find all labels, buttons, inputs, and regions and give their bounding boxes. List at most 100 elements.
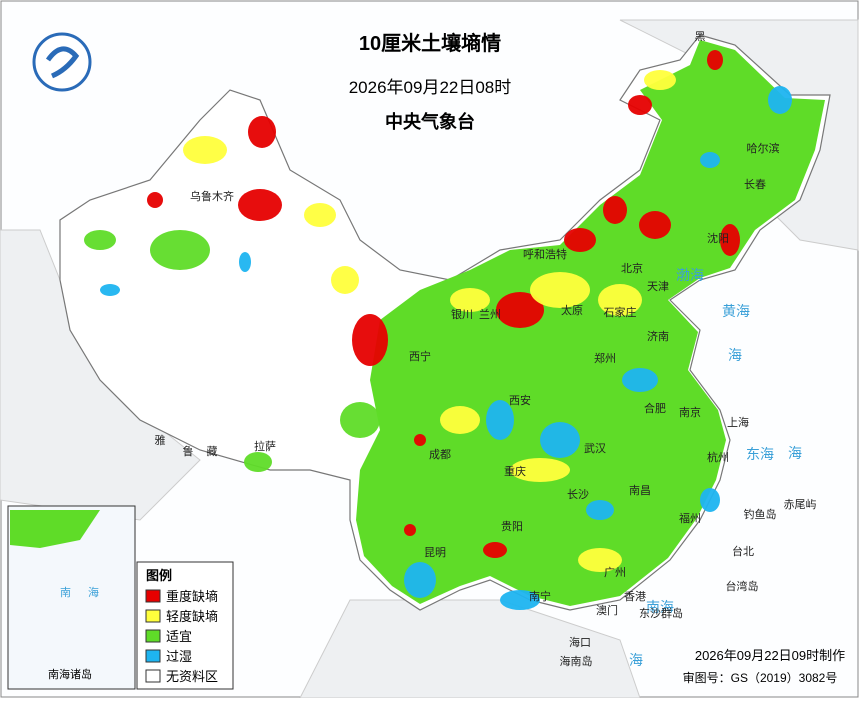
moisture-area — [356, 40, 825, 606]
moisture-patch — [244, 452, 272, 472]
moisture-patch — [500, 590, 540, 610]
map-datetime: 2026年09月22日08时 — [349, 78, 512, 97]
place-label: 北京 — [621, 261, 643, 275]
moisture-patch — [404, 524, 416, 536]
legend-swatch — [145, 609, 161, 623]
map-title: 10厘米土壤墒情 — [359, 31, 501, 55]
place-label: 长春 — [744, 178, 766, 191]
moisture-patch — [578, 548, 622, 572]
place-label: 西宁 — [409, 349, 431, 363]
place-label: 成都 — [429, 448, 451, 461]
place-label: 鲁 — [183, 444, 194, 458]
legend-swatch — [145, 669, 161, 683]
place-label: 海 — [629, 652, 643, 668]
place-label: 合肥 — [644, 401, 666, 415]
place-label: 昆明 — [424, 546, 446, 559]
moisture-patch — [639, 211, 671, 239]
place-label: 天津 — [647, 280, 669, 293]
moisture-patches — [84, 50, 792, 610]
moisture-patch — [564, 228, 596, 252]
legend-label: 重度缺墒 — [166, 589, 218, 604]
moisture-patch — [414, 434, 426, 446]
place-label: 广州 — [604, 566, 626, 579]
moisture-patch — [486, 400, 514, 440]
place-label: 南海 — [646, 599, 674, 615]
place-label: 海 — [788, 445, 802, 461]
moisture-patch — [440, 406, 480, 434]
place-label: 台北 — [732, 544, 754, 558]
moisture-patch — [586, 500, 614, 520]
moisture-patch — [598, 284, 642, 316]
legend-label: 过湿 — [166, 649, 192, 664]
moisture-patch — [239, 252, 251, 272]
map-agency: 中央气象台 — [385, 111, 475, 132]
place-label: 哈尔滨 — [747, 141, 780, 155]
place-label: 济南 — [647, 329, 669, 343]
place-label: 上海 — [727, 415, 749, 429]
place-label: 沈阳 — [707, 231, 729, 245]
place-label: 赤尾屿 — [784, 498, 817, 511]
made-time: 2026年09月22日09时制作 — [695, 648, 845, 663]
legend-label: 无资料区 — [166, 669, 218, 684]
place-label: 藏 — [207, 445, 218, 458]
moisture-patch — [304, 203, 336, 227]
place-label: 郑州 — [594, 351, 616, 365]
moisture-patch — [183, 136, 227, 164]
moisture-patch — [483, 542, 507, 558]
place-label: 乌鲁木齐 — [190, 189, 234, 203]
inset-title: 南海诸岛 — [48, 667, 92, 681]
place-label: 长沙 — [567, 488, 589, 501]
inset-label: 南 — [60, 586, 71, 599]
moisture-patch — [150, 230, 210, 270]
moisture-patch — [628, 95, 652, 115]
moisture-patch — [84, 230, 116, 250]
moisture-patch — [238, 189, 282, 221]
place-label: 黑 — [695, 30, 706, 43]
place-label: 武汉 — [584, 442, 606, 455]
place-label: 石家庄 — [604, 305, 637, 319]
place-label: 澳门 — [596, 603, 618, 617]
moisture-patch — [768, 86, 792, 114]
moisture-patch — [340, 402, 380, 438]
moisture-patch — [510, 458, 570, 482]
inset-label: 海 — [88, 585, 99, 599]
place-label: 东沙群岛 — [639, 606, 683, 620]
place-label: 海 — [728, 347, 742, 363]
legend-swatch — [145, 629, 161, 643]
place-label: 西安 — [509, 393, 531, 407]
place-label: 兰州 — [479, 308, 501, 321]
moisture-patch — [622, 368, 658, 392]
moisture-patch — [700, 152, 720, 168]
inset-map: 南海诸岛 南 海 — [7, 505, 136, 690]
place-label: 香港 — [624, 590, 646, 603]
moisture-patch — [450, 288, 490, 312]
place-label: 台湾岛 — [726, 579, 759, 593]
legend-swatch — [145, 589, 161, 603]
moisture-patch — [248, 116, 276, 148]
legend-swatch — [145, 649, 161, 663]
moisture-patch — [720, 224, 740, 256]
legend-label: 适宜 — [166, 629, 192, 644]
moisture-patch — [331, 266, 359, 294]
place-label: 福州 — [679, 511, 701, 525]
moisture-patch — [540, 422, 580, 458]
moisture-patch — [496, 292, 544, 328]
place-label: 黄海 — [722, 303, 750, 319]
place-label: 南京 — [679, 405, 701, 419]
logo — [32, 32, 92, 92]
place-label: 南昌 — [629, 484, 651, 497]
moisture-patch — [707, 50, 723, 70]
moisture-patch — [603, 196, 627, 224]
moisture-patch — [530, 272, 590, 308]
place-label: 东海 — [746, 446, 774, 462]
place-label: 渤海 — [676, 267, 704, 283]
moisture-patch — [100, 284, 120, 296]
moisture-patch — [700, 488, 720, 512]
place-label: 南宁 — [529, 589, 551, 603]
place-label: 贵阳 — [501, 520, 523, 533]
legend-title: 图例 — [146, 568, 172, 583]
place-label: 海口 — [569, 635, 591, 649]
place-label: 钓鱼岛 — [744, 507, 777, 521]
